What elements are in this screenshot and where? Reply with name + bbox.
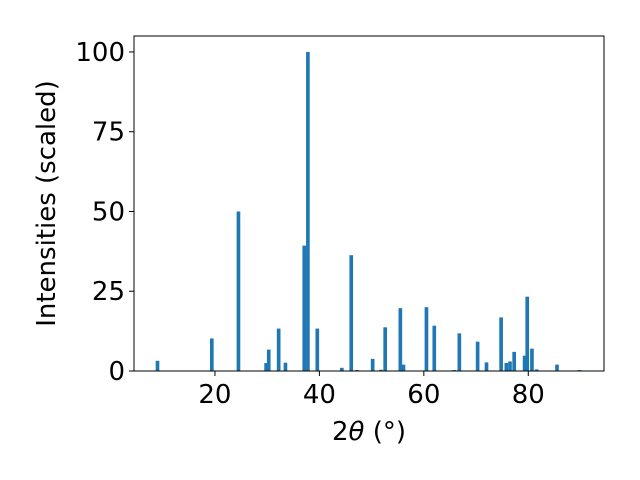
y-tick-label: 0 [108, 357, 125, 387]
y-tick-label: 25 [92, 277, 125, 307]
plot-frame [133, 35, 605, 372]
bar [209, 338, 214, 371]
x-axis-ticks: 20 40 60 80 [198, 371, 545, 410]
x-axis-label: 2θ (°) [332, 417, 406, 447]
y-tick-label: 50 [92, 197, 125, 227]
bar [534, 369, 539, 371]
bar [283, 362, 288, 371]
x-tick-label: 80 [512, 380, 545, 410]
x-tick-label: 40 [303, 380, 336, 410]
y-tick-label: 75 [92, 118, 125, 148]
x-tick-label: 60 [407, 380, 440, 410]
bar [484, 362, 489, 371]
bar [383, 327, 388, 371]
bar [155, 360, 160, 371]
bar [349, 255, 354, 371]
bar [379, 369, 383, 371]
y-tick-label: 100 [75, 38, 125, 68]
plot-area [134, 36, 604, 371]
bar [424, 307, 429, 371]
bar [508, 361, 512, 371]
bar [401, 364, 406, 371]
bar [499, 317, 503, 371]
bar [522, 355, 527, 371]
bar [530, 348, 534, 371]
bar [266, 349, 271, 371]
bar [302, 245, 307, 371]
bar [276, 328, 281, 371]
bar [236, 211, 241, 371]
x-tick-label: 20 [198, 380, 231, 410]
bar [264, 363, 268, 371]
bar [315, 328, 320, 371]
bar [370, 358, 375, 371]
bar [398, 308, 403, 371]
y-axis-label: Intensities (scaled) [32, 80, 62, 327]
bars-group [155, 51, 582, 371]
bar [512, 351, 517, 371]
bar [504, 363, 509, 371]
bar [340, 367, 344, 371]
bar [525, 296, 530, 371]
bar [457, 333, 462, 371]
bar [432, 325, 437, 371]
y-axis-ticks: 0 25 50 75 100 [75, 38, 134, 387]
bar [555, 364, 559, 371]
bar [475, 341, 480, 371]
bar [306, 51, 310, 371]
